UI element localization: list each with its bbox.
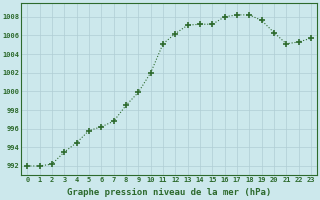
X-axis label: Graphe pression niveau de la mer (hPa): Graphe pression niveau de la mer (hPa) bbox=[67, 188, 271, 197]
